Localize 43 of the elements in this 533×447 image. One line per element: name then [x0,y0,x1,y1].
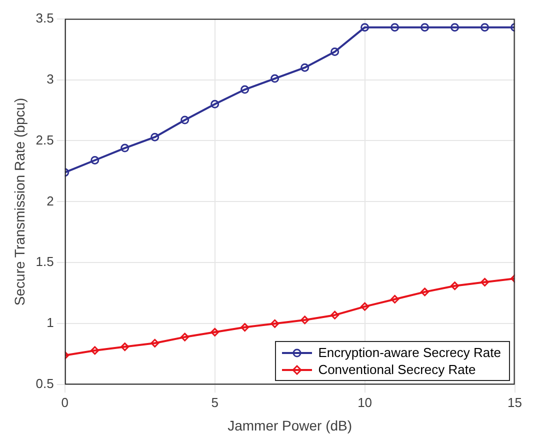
point [210,328,220,336]
point [360,302,370,311]
point [180,332,190,342]
x-axis-title: Jammer Power (dB) [228,417,352,434]
point [360,23,370,32]
point [390,294,400,304]
point [480,278,490,286]
y-axis-title: Secure Transmission Rate (bpcu) [11,98,28,306]
y-tick-label: 0.5 [36,376,54,392]
point [270,74,280,83]
x-tick-label: 10 [358,394,372,410]
y-tick-label: 1.5 [36,254,54,270]
x-tick-label: 15 [508,394,522,410]
x-tick-label: 5 [211,394,218,410]
point [390,23,400,32]
y-tick-label: 3.5 [36,10,54,26]
legend-label: Encryption-aware Secrecy Rate [318,344,501,361]
point [450,282,460,290]
point [480,23,490,32]
point [420,288,430,296]
point [420,23,430,32]
point [150,132,160,142]
point [150,338,160,348]
point [300,316,310,324]
point [240,323,250,332]
point [120,144,130,152]
point [300,63,310,72]
point [270,319,280,328]
point [330,47,340,56]
legend-label: Conventional Secrecy Rate [318,361,476,378]
y-tick-label: 2 [46,193,54,208]
point [330,310,340,320]
point [210,100,220,108]
point [450,23,460,32]
y-tick-label: 3 [46,71,54,86]
point [180,116,190,124]
point [120,342,130,352]
point [240,85,250,94]
point [90,156,100,164]
y-tick-label: 2.5 [36,132,54,148]
point [90,346,100,355]
y-tick-label: 1 [46,315,54,330]
x-tick-label: 0 [61,394,68,410]
